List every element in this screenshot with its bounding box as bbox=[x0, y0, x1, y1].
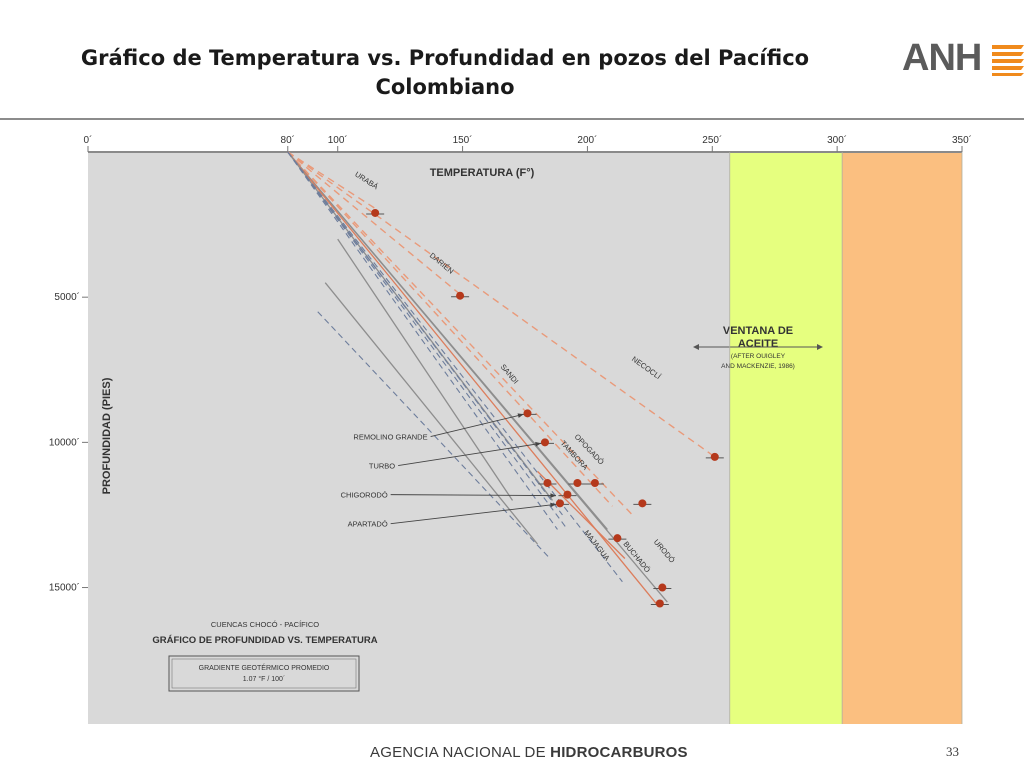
gradient-line-urodo bbox=[287, 151, 668, 603]
well-point-12 bbox=[658, 583, 667, 592]
temperature-depth-chart: 0´ 80´ 100´ 150´ 200´ 250´ 300´ 350´ 5000´ 10000… bbox=[49, 134, 972, 724]
x-tick-label-350: 350´ bbox=[952, 134, 972, 146]
well-point-2 bbox=[523, 409, 532, 418]
oil-window-arrow-right-icon bbox=[817, 344, 823, 350]
slide-title-line1: Gráfico de Temperatura vs. Profundidad e… bbox=[80, 46, 810, 70]
gas-zone bbox=[842, 152, 962, 724]
y-tick-label-15000: 15000´ bbox=[49, 582, 80, 594]
callout-arrowhead-icon-remolino-grande bbox=[517, 413, 524, 418]
oil-window-label: VENTANA DE ACEITE (AFTER OUIGLEY AND MAC… bbox=[693, 325, 823, 370]
page-number: 33 bbox=[946, 744, 959, 759]
callout-label-turbo: TURBO bbox=[369, 462, 395, 471]
callout-label-remolino-grande: REMOLINO GRANDE bbox=[353, 433, 427, 442]
gradient-line-extra-0 bbox=[337, 238, 514, 501]
callout-labels: REMOLINO GRANDE TURBO CHIGORODÓ APARTADÓ bbox=[341, 413, 557, 529]
callout-arrowhead-icon-chigorodo bbox=[550, 493, 556, 498]
well-point-8 bbox=[590, 479, 599, 488]
x-axis-label: TEMPERATURA (F°) bbox=[430, 167, 535, 179]
well-point-5 bbox=[573, 479, 582, 488]
well-point-0 bbox=[371, 208, 380, 217]
x-tick-label-300: 300´ bbox=[827, 134, 847, 146]
gradient-line-chigorodo bbox=[287, 151, 563, 516]
well-point-9 bbox=[638, 499, 647, 508]
callout-label-chigorodo: CHIGORODÓ bbox=[341, 491, 388, 500]
well-point-11 bbox=[613, 534, 622, 543]
gradient-line-extra-3 bbox=[537, 470, 626, 559]
legend-block: CUENCAS CHOCÓ - PACÍFICO GRÁFICO DE PROF… bbox=[152, 620, 378, 692]
x-tick-label-80: 80´ bbox=[281, 134, 295, 146]
x-tick-label-150: 150´ bbox=[453, 134, 473, 146]
well-point-10 bbox=[710, 452, 719, 461]
footer-agency-bold: HIDROCARBUROS bbox=[550, 744, 688, 761]
gradient-line-uraba bbox=[287, 151, 379, 211]
x-tick-group: 0´ 80´ 100´ 150´ 200´ 250´ 300´ 350´ bbox=[84, 134, 972, 152]
well-point-7 bbox=[555, 499, 564, 508]
oil-window-note-2: AND MACKENZIE, 1986) bbox=[721, 363, 795, 370]
y-tick-label-10000: 10000´ bbox=[49, 436, 80, 448]
gradient-lines bbox=[287, 151, 716, 606]
footer-agency: AGENCIA NACIONAL DE HIDROCARBUROS bbox=[370, 744, 688, 761]
x-tick-label-100: 100´ bbox=[328, 134, 348, 146]
well-point-1 bbox=[456, 291, 465, 300]
slide-title: Gráfico de Temperatura vs. Profundidad e… bbox=[30, 44, 860, 102]
title-divider bbox=[0, 118, 1024, 120]
anh-logo-text: ANH bbox=[902, 37, 982, 79]
callout-arrowhead-icon-apartado bbox=[550, 502, 556, 508]
gradient-box-inner bbox=[171, 658, 357, 689]
gradient-line-tambora bbox=[287, 151, 613, 507]
y-tick-label-5000: 5000´ bbox=[54, 291, 80, 303]
oil-window-note-1: (AFTER OUIGLEY bbox=[731, 353, 786, 360]
gradient-line-necocli bbox=[287, 151, 716, 458]
callout-arrowhead-icon-turbo bbox=[535, 441, 541, 447]
y-tick-group: 5000´ 10000´ 15000´ bbox=[49, 291, 88, 594]
well-point-13 bbox=[655, 599, 664, 608]
gradient-line-apartado bbox=[287, 151, 558, 530]
well-point-3 bbox=[540, 438, 549, 447]
gradient-box bbox=[168, 655, 360, 692]
x-tick-label-200: 200´ bbox=[577, 134, 597, 146]
chart-subtitle: CUENCAS CHOCÓ - PACÍFICO bbox=[211, 620, 319, 629]
anh-logo: ANH bbox=[902, 38, 1024, 78]
callout-arrow-apartado bbox=[390, 503, 557, 525]
gradient-box-line1: GRADIENTE GEOTÉRMICO PROMEDIO bbox=[199, 663, 330, 672]
anh-logo-stripes-icon bbox=[992, 45, 1024, 76]
oil-window-title-1: VENTANA DE bbox=[723, 325, 793, 337]
x-tick-label-0: 0´ bbox=[84, 134, 93, 146]
gradient-line-extra-2 bbox=[317, 311, 551, 559]
callout-arrow-remolino-grande bbox=[430, 413, 524, 437]
callout-arrow-turbo bbox=[398, 442, 542, 467]
oil-window-title-2: ACEITE bbox=[738, 338, 778, 350]
well-point-6 bbox=[563, 490, 572, 499]
slide-title-line2: Colombiano bbox=[375, 75, 515, 99]
y-axis-label: PROFUNDIDAD (PIES) bbox=[101, 377, 113, 494]
gradient-line-remolino-grande bbox=[287, 151, 568, 530]
oil-window-zone bbox=[729, 152, 843, 724]
callout-arrow-chigorodo bbox=[390, 494, 556, 497]
gradient-line-majagua bbox=[287, 151, 623, 583]
callout-label-apartado: APARTADÓ bbox=[348, 520, 388, 529]
well-point-4 bbox=[543, 479, 552, 488]
gradient-line-extra-1 bbox=[324, 282, 538, 545]
x-tick-label-250: 250´ bbox=[702, 134, 722, 146]
gradient-line-darien bbox=[287, 151, 461, 295]
gradient-box-line2: 1.07 °F / 100´ bbox=[243, 675, 286, 683]
footer-agency-regular: AGENCIA NACIONAL DE bbox=[370, 744, 551, 761]
chart-title: GRÁFICO DE PROFUNDIDAD VS. TEMPERATURA bbox=[152, 635, 377, 646]
oil-window-arrow-left-icon bbox=[693, 344, 699, 350]
